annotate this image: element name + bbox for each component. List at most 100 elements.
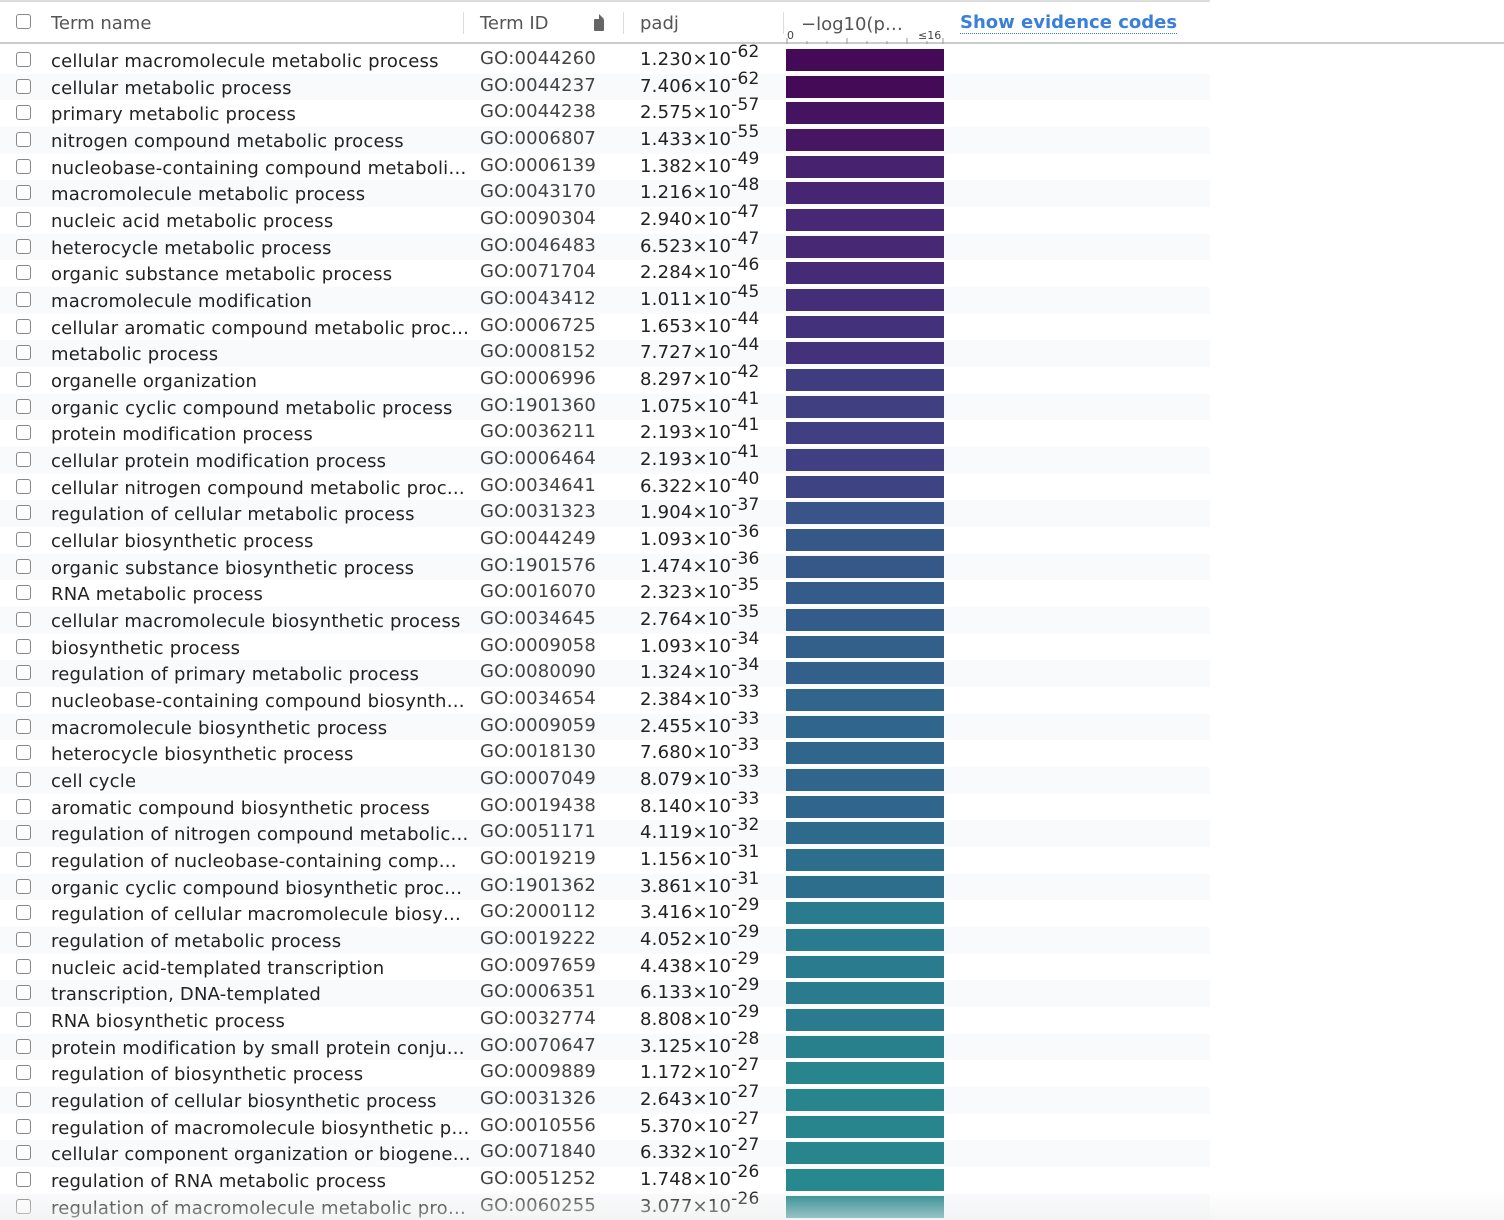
row-checkbox[interactable]: [16, 638, 31, 654]
row-checkbox[interactable]: [16, 105, 31, 121]
row-checkbox[interactable]: [16, 612, 31, 628]
padj-exponent: -44: [731, 335, 760, 356]
significance-bar: [786, 1009, 944, 1032]
term-id: GO:0009058: [480, 634, 597, 656]
row-checkbox[interactable]: [16, 1038, 31, 1054]
padj-exponent: -33: [731, 708, 760, 729]
result-row: macromolecule modification GO:0043412 1.01…: [0, 284, 1210, 314]
padj-exponent: -47: [731, 202, 760, 223]
padj-mantissa: 8.297×10: [640, 369, 732, 391]
padj-mantissa: 1.093×10: [640, 635, 732, 657]
row-checkbox[interactable]: [16, 825, 31, 841]
row-checkbox[interactable]: [16, 1145, 31, 1161]
result-row: regulation of nucleobase-containing comp…: [0, 844, 1210, 874]
neglog-header[interactable]: −log10(p…: [801, 14, 903, 35]
padj-value: 2.643×10-27: [640, 1084, 760, 1111]
padj-header[interactable]: padj: [640, 13, 679, 34]
row-checkbox[interactable]: [16, 905, 31, 921]
padj-mantissa: 2.284×10: [640, 262, 732, 284]
padj-exponent: -33: [731, 735, 760, 756]
row-checkbox[interactable]: [16, 772, 31, 788]
row-checkbox[interactable]: [16, 318, 31, 334]
row-checkbox[interactable]: [16, 425, 31, 441]
significance-bar: [786, 289, 944, 312]
term-id: GO:0051171: [480, 821, 597, 843]
padj-mantissa: 4.438×10: [640, 955, 732, 977]
significance-bar: [786, 475, 944, 498]
row-checkbox[interactable]: [16, 398, 31, 414]
row-checkbox[interactable]: [16, 265, 31, 281]
significance-bar: [786, 395, 944, 418]
padj-exponent: -62: [731, 68, 760, 89]
sort-icon[interactable]: [590, 14, 608, 32]
significance-bar: [786, 955, 944, 978]
row-checkbox[interactable]: [16, 452, 31, 468]
row-checkbox[interactable]: [16, 1172, 31, 1188]
row-checkbox[interactable]: [16, 238, 31, 254]
row-checkbox[interactable]: [16, 665, 31, 681]
row-checkbox[interactable]: [16, 1118, 31, 1134]
padj-exponent: -36: [731, 522, 760, 543]
row-checkbox[interactable]: [16, 852, 31, 868]
result-row: organic substance metabolic process GO:00…: [0, 257, 1210, 287]
term-id: GO:0031326: [480, 1088, 597, 1110]
row-checkbox[interactable]: [16, 292, 31, 308]
padj-exponent: -44: [731, 308, 760, 329]
significance-bar: [786, 342, 944, 365]
row-checkbox[interactable]: [16, 958, 31, 974]
result-row: organic cyclic compound metabolic proces…: [0, 390, 1210, 421]
term-name: biosynthetic process: [51, 637, 241, 659]
row-checkbox[interactable]: [16, 372, 31, 388]
significance-bar: [786, 769, 944, 792]
significance-bar: [786, 1195, 944, 1218]
row-checkbox[interactable]: [16, 718, 31, 734]
padj-mantissa: 2.940×10: [640, 209, 732, 231]
row-checkbox[interactable]: [16, 505, 31, 521]
row-checkbox[interactable]: [16, 52, 31, 67]
significance-bar: [786, 795, 944, 818]
row-checkbox[interactable]: [16, 878, 31, 894]
term-id: GO:0043170: [480, 181, 597, 203]
row-checkbox[interactable]: [16, 1198, 31, 1214]
row-checkbox[interactable]: [16, 158, 31, 174]
row-checkbox[interactable]: [16, 932, 31, 948]
row-checkbox[interactable]: [16, 985, 31, 1001]
row-checkbox[interactable]: [16, 585, 31, 601]
row-checkbox[interactable]: [16, 745, 31, 761]
padj-value: 4.119×10-32: [640, 817, 760, 844]
padj-mantissa: 7.727×10: [640, 342, 732, 364]
term-id: GO:0031323: [480, 501, 597, 523]
term-id: GO:0071704: [480, 261, 597, 283]
row-checkbox[interactable]: [16, 212, 31, 228]
row-checkbox[interactable]: [16, 185, 31, 201]
padj-value: 6.322×10-40: [640, 470, 760, 497]
select-all-checkbox[interactable]: [16, 14, 31, 29]
row-checkbox[interactable]: [16, 132, 31, 147]
row-checkbox[interactable]: [16, 1065, 31, 1081]
result-row: nucleic acid metabolic process GO:0090304…: [0, 204, 1210, 234]
padj-mantissa: 3.861×10: [640, 875, 732, 897]
row-checkbox[interactable]: [16, 1092, 31, 1108]
significance-bar: [786, 1142, 944, 1165]
result-row: organic cyclic compound biosynthetic pro…: [0, 870, 1210, 901]
row-checkbox[interactable]: [16, 478, 31, 494]
significance-bar: [786, 982, 944, 1005]
row-checkbox[interactable]: [16, 558, 31, 574]
padj-exponent: -27: [731, 1082, 760, 1103]
row-checkbox[interactable]: [16, 78, 31, 94]
padj-mantissa: 6.322×10: [640, 475, 732, 497]
row-checkbox[interactable]: [16, 798, 31, 814]
term-id: GO:0060255: [480, 1194, 597, 1216]
row-checkbox[interactable]: [16, 1012, 31, 1028]
term-name-header[interactable]: Term name: [51, 13, 152, 34]
show-evidence-codes-link[interactable]: Show evidence codes: [960, 12, 1178, 34]
padj-mantissa: 1.216×10: [640, 182, 732, 204]
row-checkbox[interactable]: [16, 345, 31, 361]
row-checkbox[interactable]: [16, 692, 31, 708]
term-id-header[interactable]: Term ID: [480, 13, 549, 34]
result-row: regulation of biosynthetic process GO:000…: [0, 1057, 1210, 1087]
term-id: GO:0044238: [480, 101, 597, 123]
row-checkbox[interactable]: [16, 532, 31, 548]
padj-exponent: -41: [731, 415, 760, 436]
term-id: GO:1901360: [480, 394, 597, 416]
